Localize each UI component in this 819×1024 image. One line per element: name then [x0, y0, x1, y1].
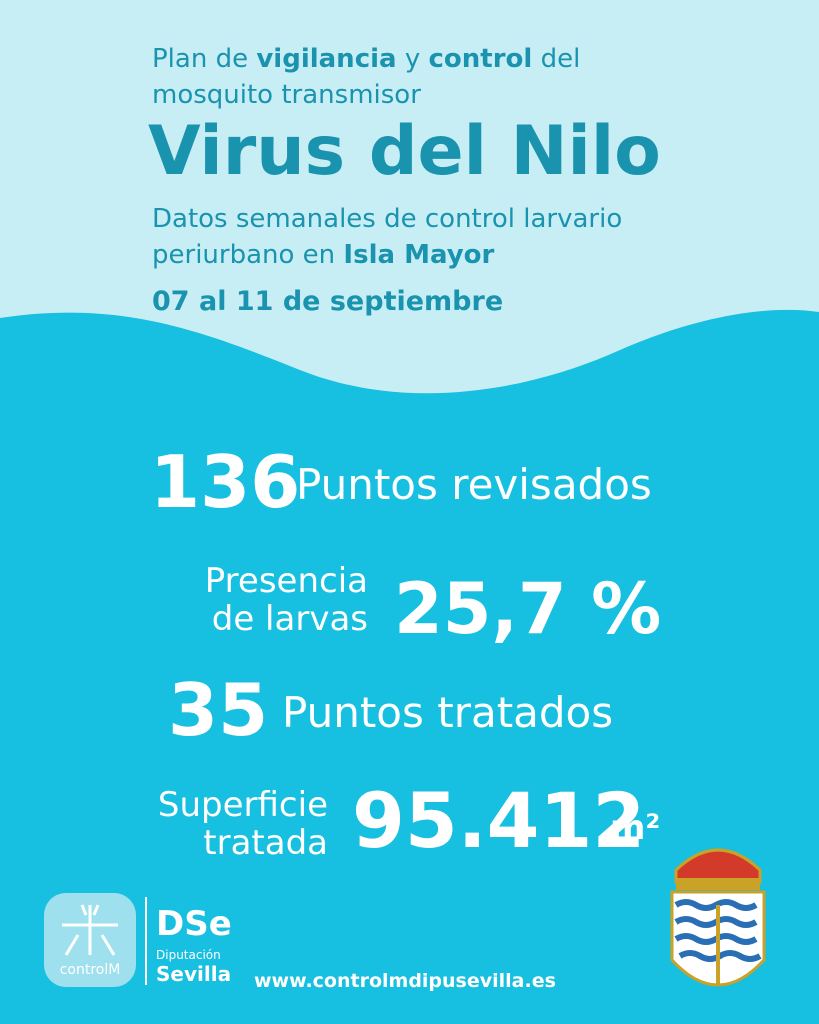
coat-of-arms	[670, 848, 766, 987]
text: vigilancia	[256, 44, 397, 74]
url: www.controlmdipusevilla.es	[254, 970, 556, 992]
logo-text: controlM	[59, 962, 121, 978]
logo-text: Diputación	[156, 948, 221, 962]
dse-mark: DSe	[156, 904, 232, 944]
mosquito-icon	[62, 904, 118, 956]
text: control	[428, 44, 533, 74]
text: tratada	[203, 823, 328, 863]
title: Virus del Nilo	[148, 112, 661, 191]
stat-label: Superficie tratada	[120, 786, 328, 862]
stat-value: 95.412	[352, 776, 646, 865]
logo-text: Sevilla	[156, 962, 232, 986]
header-line1: Plan de vigilancia y control del	[152, 44, 580, 74]
text: Superficie	[157, 785, 328, 825]
text: periurbano en	[152, 240, 344, 270]
stat-value: 136	[150, 440, 301, 524]
header-line2: mosquito transmisor	[152, 80, 421, 110]
text: y	[396, 44, 429, 74]
stat-unit: m²	[610, 808, 661, 848]
subtitle1: Datos semanales de control larvario	[152, 204, 623, 234]
text: Plan de	[152, 44, 257, 74]
stat-value: 25,7 %	[394, 568, 662, 650]
stat-label: Puntos tratados	[282, 688, 614, 737]
text: Isla Mayor	[343, 240, 495, 270]
stat-label: Puntos revisados	[296, 460, 652, 509]
text: del	[532, 44, 581, 74]
subtitle2: periurbano en Isla Mayor	[152, 240, 494, 270]
stat-value: 35	[168, 668, 269, 752]
text: de larvas	[211, 599, 368, 639]
stat-label: Presencia de larvas	[150, 562, 368, 638]
wave	[0, 309, 819, 1024]
text: Presencia	[204, 561, 368, 601]
date: 07 al 11 de septiembre	[152, 286, 504, 317]
